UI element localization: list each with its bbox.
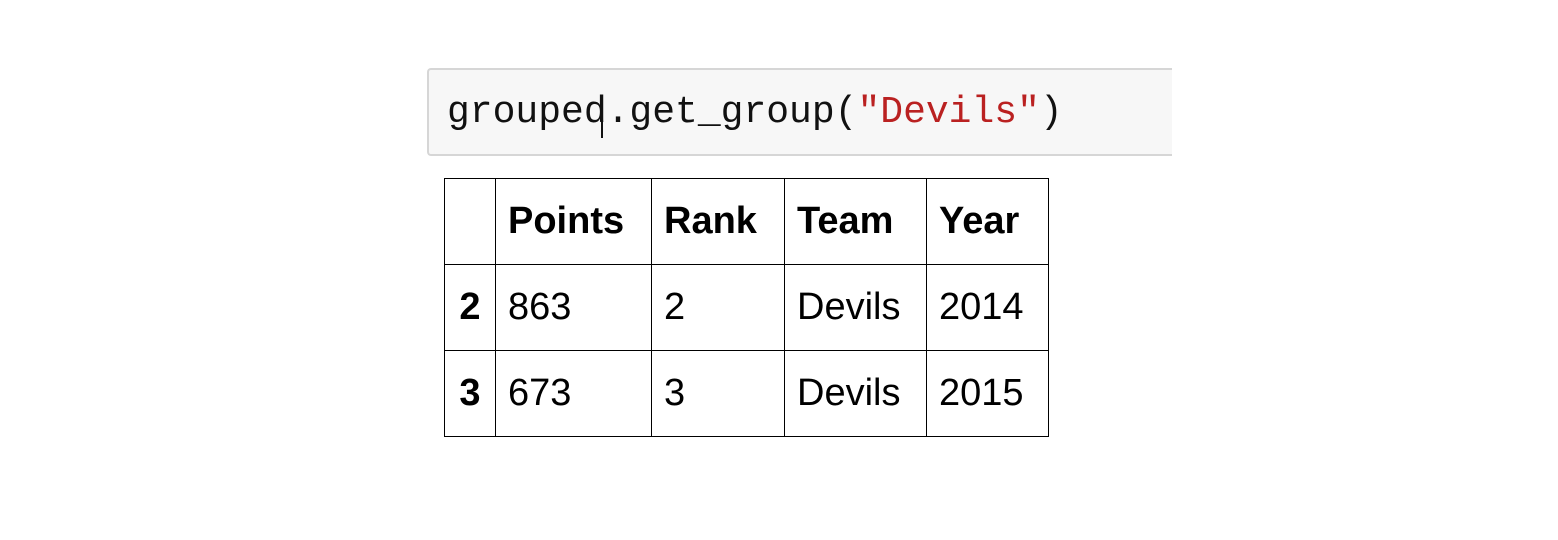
column-header-points: Points: [495, 178, 652, 265]
cell-team: Devils: [784, 264, 927, 351]
code-input-cell[interactable]: grouped.get_group("Devils"): [427, 68, 1172, 156]
text-cursor: [601, 96, 603, 138]
cell-year: 2015: [926, 350, 1049, 437]
code-suffix: ): [1039, 91, 1063, 134]
row-index-cell: 2: [444, 264, 496, 351]
cell-rank: 2: [651, 264, 785, 351]
cell-year: 2014: [926, 264, 1049, 351]
cell-rank: 3: [651, 350, 785, 437]
table-row: 3 673 3 Devils 2015: [444, 350, 1049, 437]
column-header-team: Team: [784, 178, 927, 265]
cell-points: 863: [495, 264, 652, 351]
output-dataframe-table: Points Rank Team Year 2 863 2 Devils 201…: [444, 178, 1049, 437]
table-header-row: Points Rank Team Year: [444, 178, 1049, 265]
column-header-year: Year: [926, 178, 1049, 265]
index-header-cell: [444, 178, 496, 265]
code-string-literal: "Devils": [857, 91, 1040, 134]
column-header-rank: Rank: [651, 178, 785, 265]
cell-points: 673: [495, 350, 652, 437]
cell-team: Devils: [784, 350, 927, 437]
row-index-cell: 3: [444, 350, 496, 437]
table-row: 2 863 2 Devils 2014: [444, 264, 1049, 351]
code-line[interactable]: grouped.get_group("Devils"): [447, 90, 1063, 136]
code-prefix: grouped.get_group(: [447, 91, 858, 134]
